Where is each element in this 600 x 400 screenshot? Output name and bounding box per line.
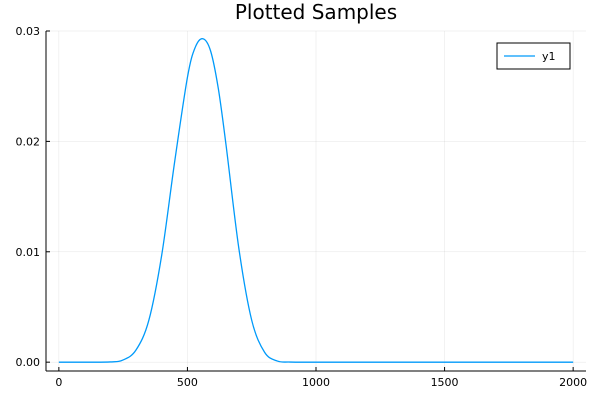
y-tick-label-0: 0.00 xyxy=(16,356,41,369)
x-tick-label-1: 500 xyxy=(177,376,198,389)
legend-label-y1: y1 xyxy=(542,50,556,63)
grid xyxy=(46,30,586,371)
axes: 0 500 1000 1500 2000 0.00 0.01 0.02 0.03 xyxy=(16,25,588,389)
x-tick-label-4: 2000 xyxy=(559,376,587,389)
series-line-y1 xyxy=(58,38,574,363)
x-tick-label-3: 1500 xyxy=(431,376,459,389)
y-tick-label-3: 0.03 xyxy=(16,25,41,38)
y-tick-label-1: 0.01 xyxy=(16,246,41,259)
x-tick-label-2: 1000 xyxy=(302,376,330,389)
x-tick-label-0: 0 xyxy=(55,376,62,389)
series-layer xyxy=(58,38,574,363)
legend: y1 xyxy=(496,42,571,70)
chart-title: Plotted Samples xyxy=(235,0,397,24)
y-tick-label-2: 0.02 xyxy=(16,135,41,148)
